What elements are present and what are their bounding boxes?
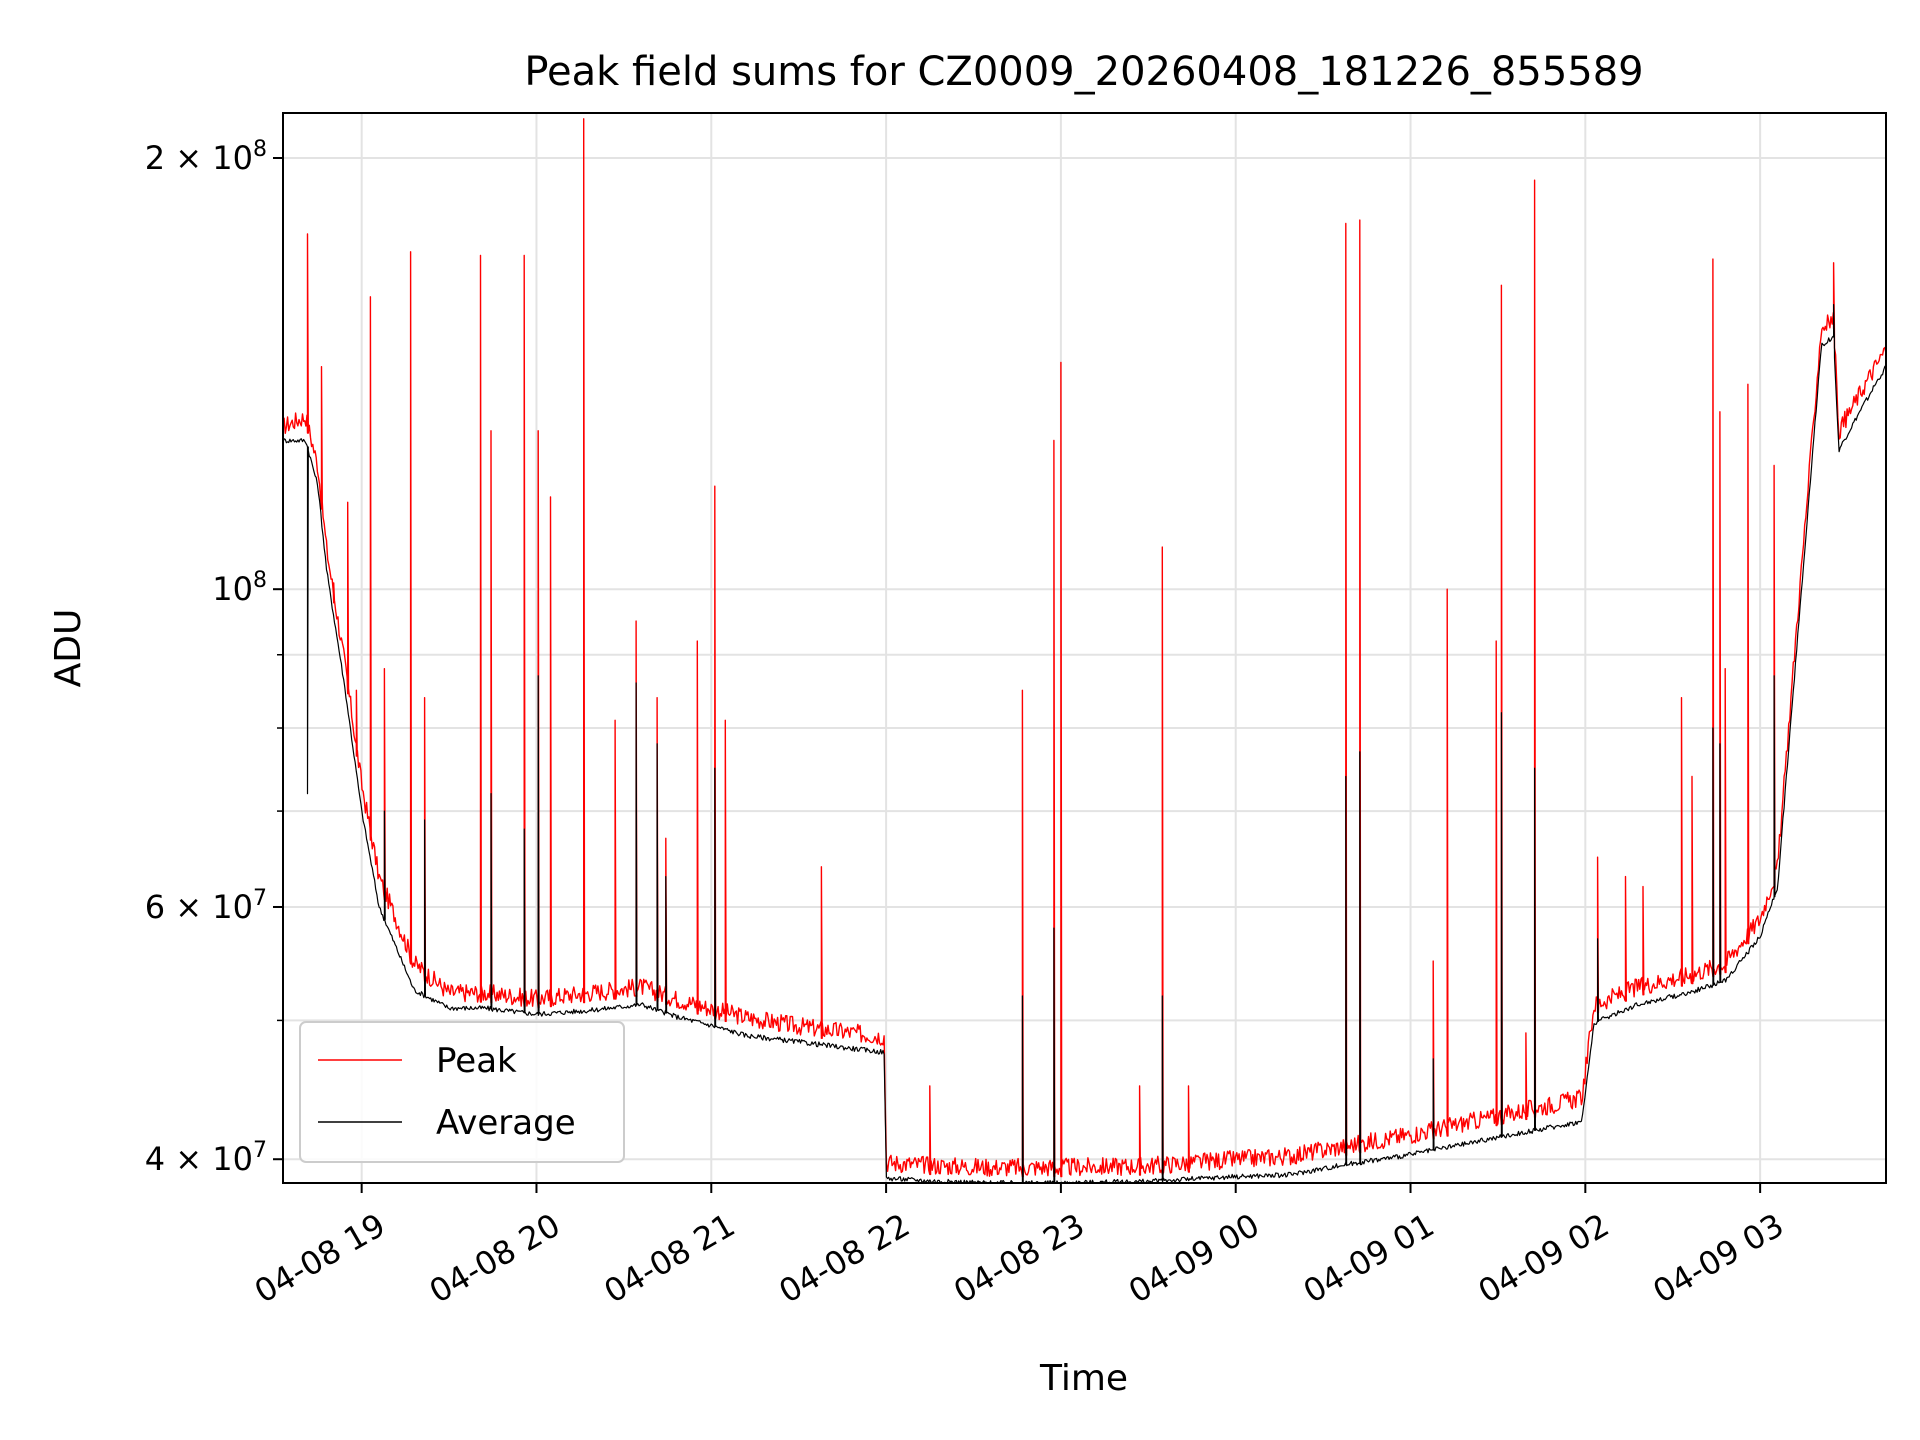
y-axis: 4 × 107 6 × 107 108 2 × 108 bbox=[145, 137, 283, 1178]
series-line-average bbox=[283, 304, 1886, 1183]
x-axis-label: Time bbox=[1039, 1358, 1128, 1399]
y-axis-label: ADU bbox=[48, 609, 89, 688]
y-tick-label: 108 bbox=[212, 568, 267, 608]
legend-label-peak: Peak bbox=[436, 1041, 517, 1081]
legend-box bbox=[299, 1021, 625, 1163]
chart-title: Peak field sums for CZ0009_20260408_1812… bbox=[524, 49, 1643, 95]
plot-frame bbox=[282, 112, 1887, 1184]
y-tick-label: 6 × 107 bbox=[145, 886, 267, 926]
y-tick-label: 2 × 108 bbox=[145, 137, 267, 177]
legend: Peak Average bbox=[299, 1021, 625, 1163]
legend-label-average: Average bbox=[436, 1103, 576, 1143]
series-line-peak bbox=[283, 118, 1886, 1178]
series-group bbox=[283, 118, 1886, 1183]
y-tick-label: 4 × 107 bbox=[145, 1138, 267, 1178]
